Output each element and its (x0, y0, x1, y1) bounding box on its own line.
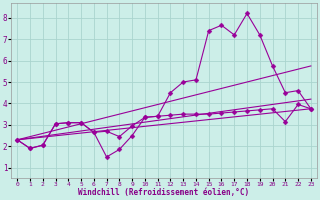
X-axis label: Windchill (Refroidissement éolien,°C): Windchill (Refroidissement éolien,°C) (78, 188, 250, 197)
